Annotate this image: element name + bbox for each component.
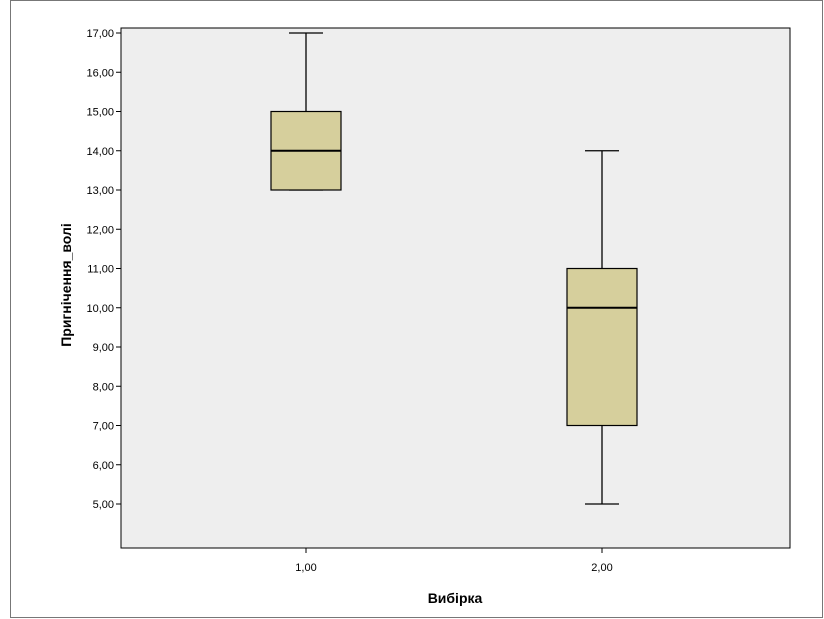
x-axis: 1,00 2,00 [295,548,613,574]
y-axis-title: Пригнічення_волі [58,223,74,347]
box-group [566,150,638,505]
iqr-box [566,267,638,427]
y-tick-label: 10,00 [86,303,114,315]
y-tick-label: 14,00 [86,146,114,158]
x-tick-label: 1,00 [295,562,316,574]
boxes [270,32,638,505]
y-tick-label: 12,00 [86,224,114,236]
y-tick-label: 11,00 [87,264,114,276]
y-axis: 5,00 6,00 7,00 8,00 9,00 10,00 11,00 12,00 13,00… [86,28,121,511]
y-tick-label: 7,00 [93,421,114,433]
x-axis-title: Вибірка [428,590,483,606]
y-tick-label: 9,00 [93,342,114,354]
y-tick-label: 6,00 [93,460,114,472]
y-tick-label: 15,00 [86,107,114,119]
y-tick-label: 16,00 [86,67,114,79]
plot-area [120,27,791,549]
y-tick-label: 8,00 [93,381,114,393]
y-tick-label: 5,00 [93,499,114,511]
x-tick-label: 2,00 [591,562,612,574]
y-tick-label: 13,00 [86,185,114,197]
box-group [270,32,342,191]
y-tick-label: 17,00 [86,28,114,40]
